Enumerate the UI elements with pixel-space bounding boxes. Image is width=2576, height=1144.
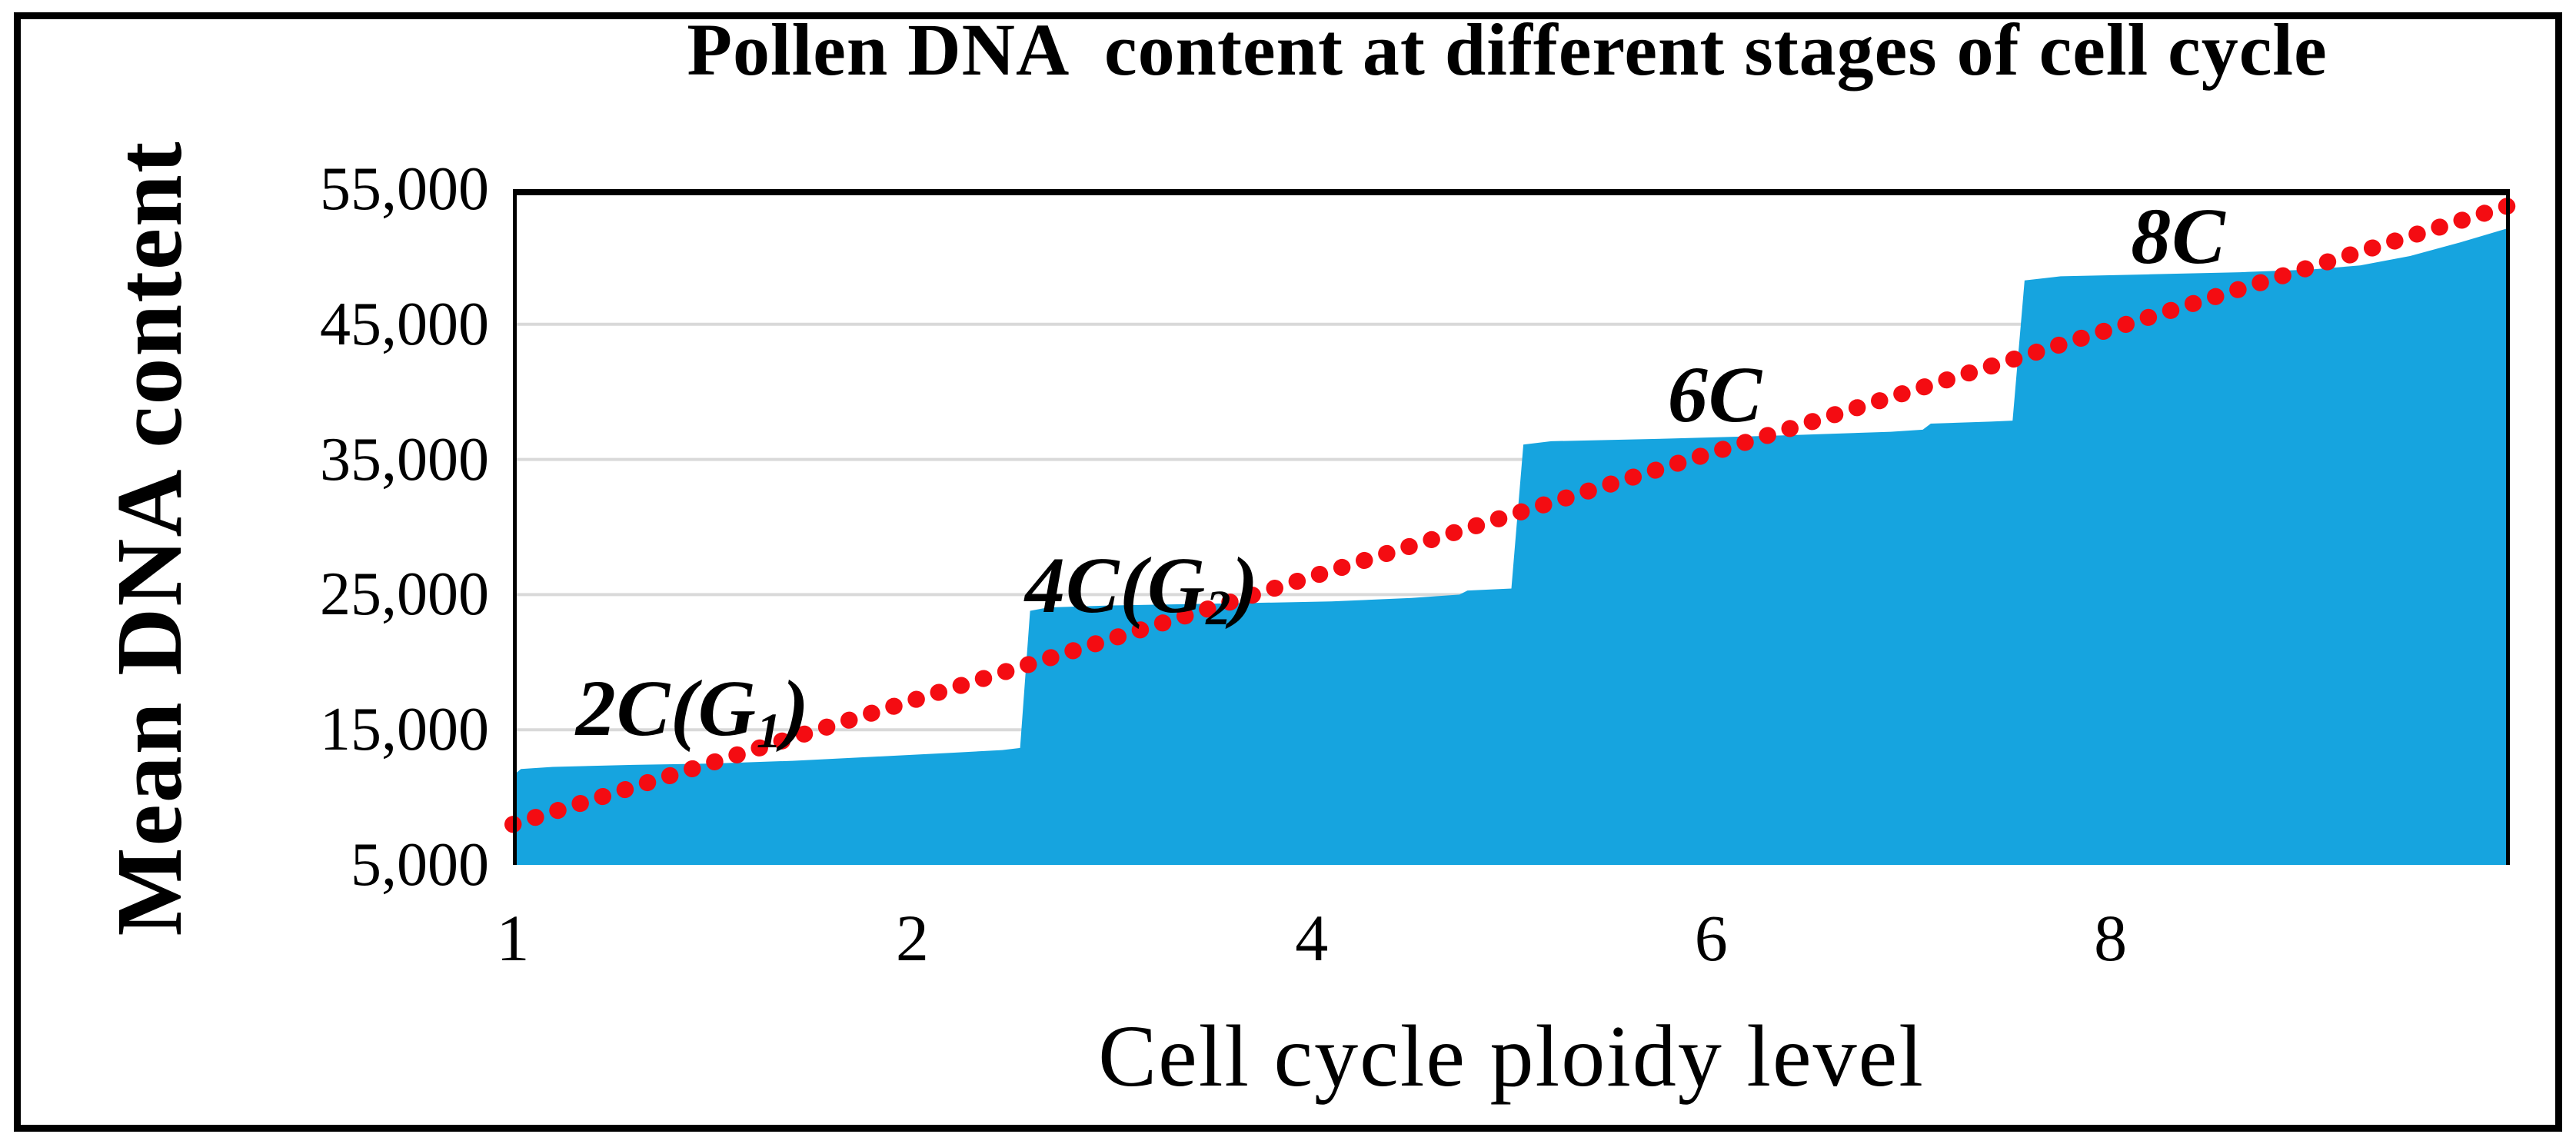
- annotation-text: 6C: [1667, 350, 1763, 439]
- y-tick-label: 55,000: [320, 155, 489, 223]
- x-tick-label: 2: [895, 901, 929, 975]
- annotation-text: ): [1231, 540, 1260, 630]
- x-tick-label: 6: [1694, 901, 1728, 975]
- dna-area-series: [513, 228, 2510, 866]
- y-tick-label: 15,000: [320, 696, 489, 764]
- annotation-6c: 6C: [1668, 349, 1762, 446]
- y-tick-label: 35,000: [320, 425, 489, 494]
- annotation-subscript: 1: [756, 703, 783, 758]
- y-tick-label: 5,000: [351, 831, 489, 899]
- y-tick-label: 25,000: [320, 560, 489, 629]
- x-tick-label: 1: [496, 901, 530, 975]
- chart-canvas: [504, 189, 2518, 866]
- annotation-text: 8C: [2131, 191, 2226, 281]
- annotation-4c-g2: 4C(G2): [1025, 539, 1259, 636]
- x-tick-label: 4: [1295, 901, 1329, 975]
- annotation-text: 4C(G: [1025, 540, 1206, 630]
- x-axis-title: Cell cycle ploidy level: [1098, 1007, 1925, 1105]
- y-tick-label: 45,000: [320, 290, 489, 358]
- annotation-2c-g1: 2C(G1): [576, 662, 810, 759]
- y-axis-title: Mean DNA content: [98, 140, 201, 936]
- annotation-text: ): [782, 663, 810, 753]
- annotation-text: 2C(G: [575, 663, 757, 753]
- chart-title: Pollen DNA content at different stages o…: [687, 8, 2328, 91]
- x-tick-label: 8: [2094, 901, 2128, 975]
- trend-line: [504, 197, 2518, 833]
- annotation-subscript: 2: [1206, 580, 1232, 635]
- annotation-8c: 8C: [2131, 191, 2225, 288]
- plot-area: [504, 189, 2518, 866]
